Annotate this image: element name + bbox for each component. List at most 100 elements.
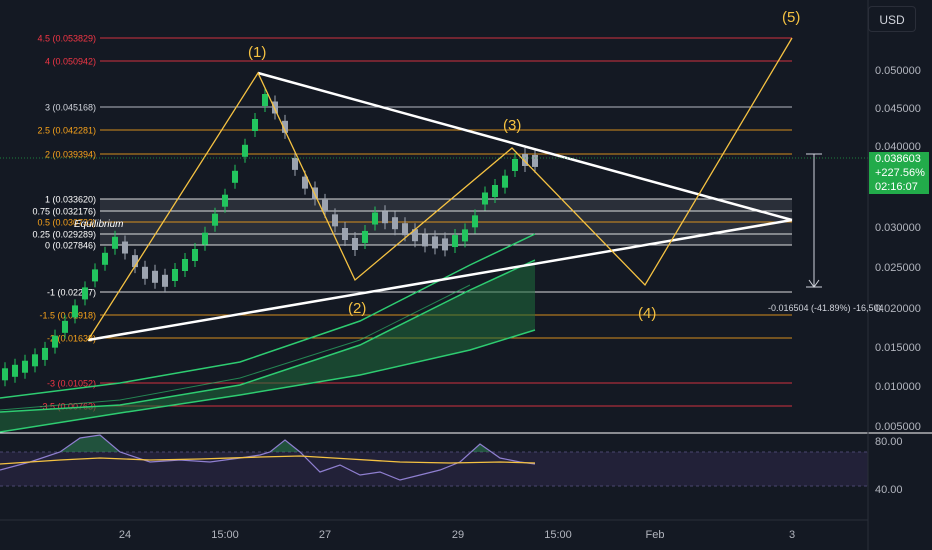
candle-body bbox=[182, 259, 188, 271]
time-axis[interactable]: 24 15:00 27 29 15:00 Feb 3 bbox=[119, 529, 795, 541]
measure-tool bbox=[806, 153, 822, 288]
candle-body bbox=[502, 175, 508, 188]
price-axis-label: 0.050000 bbox=[875, 65, 921, 77]
fib-level-label: -1.5 (0.01918) bbox=[39, 311, 96, 321]
wave-label-5: (5) bbox=[782, 9, 800, 26]
candle-body bbox=[142, 266, 148, 279]
candle-body bbox=[172, 269, 178, 281]
fib-level-label: 4 (0.050942) bbox=[45, 57, 96, 67]
time-axis-label: Feb bbox=[646, 529, 665, 541]
candle-body bbox=[322, 199, 328, 212]
candle-body bbox=[12, 364, 18, 377]
trend-lines bbox=[87, 71, 793, 342]
price-axis-label: 0.015000 bbox=[875, 342, 921, 354]
price-axis[interactable]: 0.050000 0.045000 0.040000 0.030000 0.025000… bbox=[875, 65, 921, 433]
candle-body bbox=[82, 287, 88, 300]
candle-body bbox=[212, 213, 218, 226]
candle-body bbox=[412, 229, 418, 242]
range-measure-label: -0.016504 (-41.89%) -16,504 bbox=[768, 303, 884, 313]
last-price-change: +227.56% bbox=[869, 166, 929, 180]
fib-level-label: 0.5 (0.030733) bbox=[37, 218, 96, 228]
candle-body bbox=[492, 185, 498, 197]
fib-level-label: -3.5 (0.00763) bbox=[39, 402, 96, 412]
candle-countdown: 02:16:07 bbox=[869, 180, 929, 194]
candle-body bbox=[192, 249, 198, 261]
wave-label-2: (2) bbox=[348, 300, 366, 317]
green-channel bbox=[0, 233, 536, 433]
fib-level-label: 0 (0.027846) bbox=[45, 241, 96, 251]
candle-body bbox=[432, 236, 438, 249]
candle-body bbox=[282, 120, 288, 133]
fib-level-label: -2 (0.01633) bbox=[47, 334, 96, 344]
wave-label-1: (1) bbox=[248, 44, 266, 61]
candle-body bbox=[372, 212, 378, 225]
candle-body bbox=[532, 154, 538, 167]
price-axis-label: 0.010000 bbox=[875, 381, 921, 393]
candle-body bbox=[422, 234, 428, 247]
fib-level-label: 3 (0.045168) bbox=[45, 103, 96, 113]
candle-body bbox=[402, 223, 408, 236]
candle-body bbox=[262, 94, 268, 106]
candle-body bbox=[342, 228, 348, 240]
candle-body bbox=[62, 320, 68, 333]
fib-level-label: 0.25 (0.029289) bbox=[32, 230, 96, 240]
candle-body bbox=[42, 347, 48, 360]
wave-label-4: (4) bbox=[638, 305, 656, 322]
candle-body bbox=[292, 157, 298, 170]
time-axis-label: 24 bbox=[119, 529, 131, 541]
time-axis-label: 15:00 bbox=[544, 529, 572, 541]
candle-body bbox=[512, 159, 518, 171]
price-axis-label: 0.040000 bbox=[875, 141, 921, 153]
fib-level-label: 0.75 (0.032176) bbox=[32, 207, 96, 217]
time-axis-label: 27 bbox=[319, 529, 331, 541]
candle-body bbox=[122, 241, 128, 254]
wave-label-3: (3) bbox=[503, 117, 521, 134]
price-axis-label: 0.005000 bbox=[875, 421, 921, 433]
oscillator-axis: 80.00 40.00 bbox=[875, 436, 903, 496]
candle-body bbox=[252, 119, 258, 131]
candle-body bbox=[462, 229, 468, 242]
candle-body bbox=[112, 236, 118, 249]
candle-body bbox=[472, 215, 478, 228]
time-axis-label: 15:00 bbox=[211, 529, 239, 541]
candle-body bbox=[242, 144, 248, 157]
last-price-value: 0.038603 bbox=[869, 152, 929, 166]
candle-body bbox=[272, 101, 278, 114]
price-axis-label: 0.045000 bbox=[875, 103, 921, 115]
oscillator-axis-label: 40.00 bbox=[875, 484, 903, 496]
candle-body bbox=[362, 230, 368, 243]
candle-body bbox=[332, 214, 338, 227]
candle-body bbox=[392, 217, 398, 230]
oscillator-pane bbox=[0, 432, 932, 508]
fib-level-label: -3 (0.01052) bbox=[47, 379, 96, 389]
candle-body bbox=[232, 170, 238, 183]
candle-body bbox=[162, 274, 168, 287]
candle-body bbox=[92, 269, 98, 282]
candle-body bbox=[22, 360, 28, 373]
candle-body bbox=[442, 238, 448, 251]
candle-body bbox=[2, 368, 8, 381]
currency-selector[interactable]: USD bbox=[868, 6, 916, 32]
fib-level-label: 2.5 (0.042281) bbox=[37, 126, 96, 136]
price-axis-label: 0.020000 bbox=[875, 303, 921, 315]
candle-body bbox=[382, 211, 388, 224]
candle-body bbox=[202, 232, 208, 245]
equilibrium-label: Equilibrium bbox=[74, 219, 123, 230]
candle-body bbox=[32, 354, 38, 367]
fib-level-label: 4.5 (0.053829) bbox=[37, 34, 96, 44]
candle-body bbox=[52, 335, 58, 348]
time-axis-label: 3 bbox=[789, 529, 795, 541]
candle-body bbox=[452, 235, 458, 248]
elliott-wave-path bbox=[87, 37, 793, 341]
fib-level-label: -1 (0.02207) bbox=[47, 288, 96, 298]
candle-body bbox=[522, 154, 528, 166]
fib-level-label: 1 (0.033620) bbox=[45, 195, 96, 205]
candle-body bbox=[302, 176, 308, 189]
oscillator-axis-label: 80.00 bbox=[875, 436, 903, 448]
fib-level-label: 2 (0.039394) bbox=[45, 150, 96, 160]
price-axis-label: 0.025000 bbox=[875, 262, 921, 274]
candle-body bbox=[352, 238, 358, 250]
candle-body bbox=[482, 192, 488, 205]
price-axis-label: 0.030000 bbox=[875, 222, 921, 234]
